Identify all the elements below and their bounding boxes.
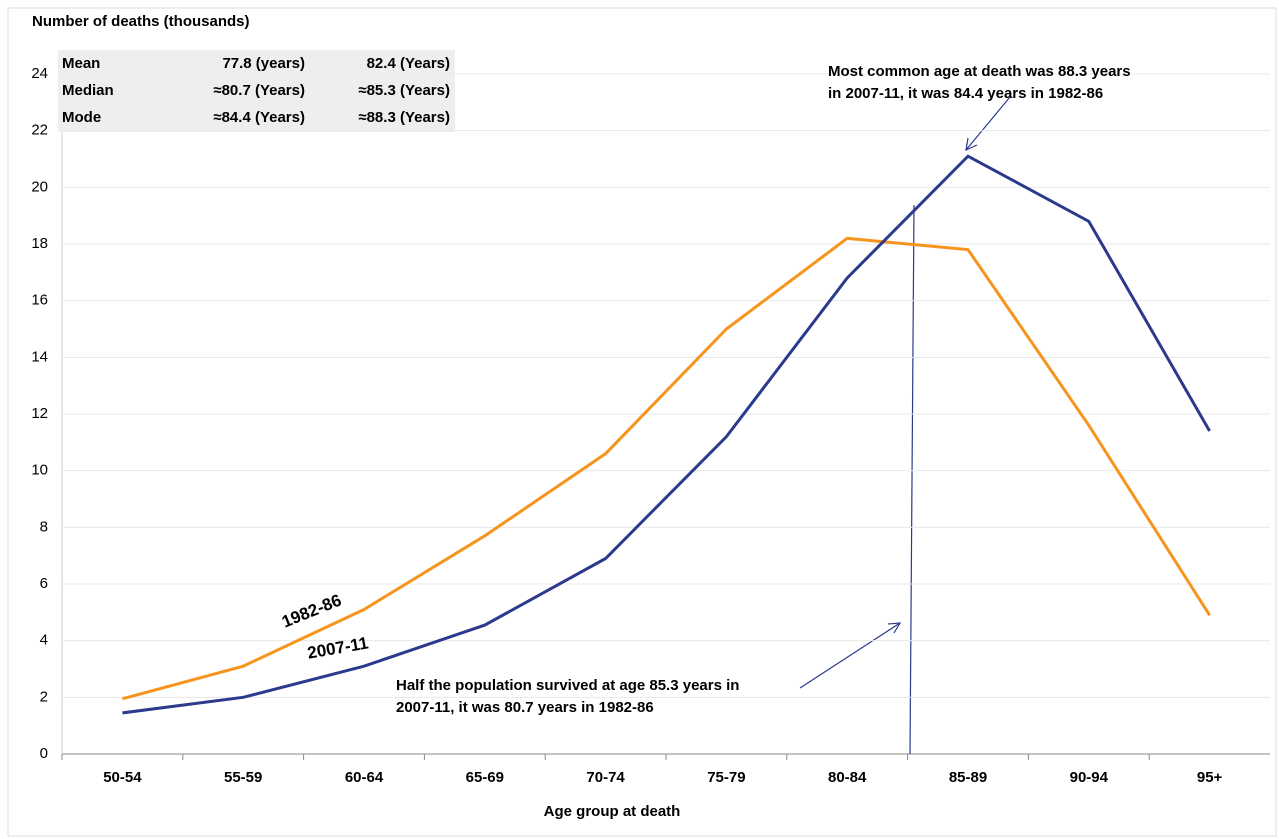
y-tick-label: 10: [31, 462, 48, 479]
x-tick-label: 90-94: [1070, 769, 1109, 786]
y-tick-label: 8: [40, 518, 48, 535]
series-line: [122, 154, 1211, 715]
y-tick-label: 4: [40, 632, 48, 649]
arrow-head: [965, 137, 978, 152]
series-label: 2007-11: [306, 633, 370, 662]
y-tick-label: 6: [40, 575, 48, 592]
arrow: [965, 96, 1011, 151]
table-cell: Mode: [62, 109, 101, 126]
chart-border: [7, 7, 1277, 837]
y-tick-label: 16: [31, 292, 48, 309]
y-tick-label: 24: [31, 65, 48, 82]
table-cell: Median: [62, 82, 114, 99]
annotation: Half the population survived at age 85.3…: [396, 677, 739, 694]
series-label: 1982-86: [279, 591, 344, 632]
y-tick-label: 12: [31, 405, 48, 422]
y-tick-label: 2: [40, 688, 48, 705]
table-cell: 82.4 (Years): [367, 55, 450, 72]
x-tick-label: 60-64: [345, 769, 384, 786]
y-tick-label: 20: [31, 178, 48, 195]
x-tick-label: 55-59: [224, 769, 262, 786]
arrow-head: [887, 622, 902, 634]
x-tick-label: 85-89: [949, 769, 987, 786]
x-tick-label: 70-74: [586, 769, 625, 786]
y-tick-label: 22: [31, 122, 48, 139]
arrow: [799, 622, 901, 689]
annotation: in 2007-11, it was 84.4 years in 1982-86: [828, 85, 1103, 102]
annotation: 2007-11, it was 80.7 years in 1982-86: [396, 699, 654, 716]
table-cell: Mean: [62, 55, 100, 72]
median-line: [909, 204, 915, 755]
series-line: [122, 236, 1211, 701]
table-cell: ≈80.7 (Years): [213, 82, 305, 99]
stats-table-bg: [58, 50, 455, 132]
x-tick-label: 65-69: [466, 769, 504, 786]
y-tick-label: 14: [31, 348, 48, 365]
table-cell: ≈88.3 (Years): [358, 109, 450, 126]
table-cell: 77.8 (years): [222, 55, 305, 72]
y-tick-label: 0: [40, 745, 48, 762]
y-tick-label: 18: [31, 235, 48, 252]
annotation: Most common age at death was 88.3 years: [828, 63, 1131, 80]
table-cell: ≈85.3 (Years): [358, 82, 450, 99]
x-tick-label: 95+: [1197, 769, 1223, 786]
table-cell: ≈84.4 (Years): [213, 109, 305, 126]
x-tick-label: 80-84: [828, 769, 867, 786]
x-tick-label: 75-79: [707, 769, 745, 786]
y-axis-label: Number of deaths (thousands): [32, 13, 250, 30]
x-axis-label: Age group at death: [544, 803, 681, 820]
x-tick-label: 50-54: [103, 769, 142, 786]
